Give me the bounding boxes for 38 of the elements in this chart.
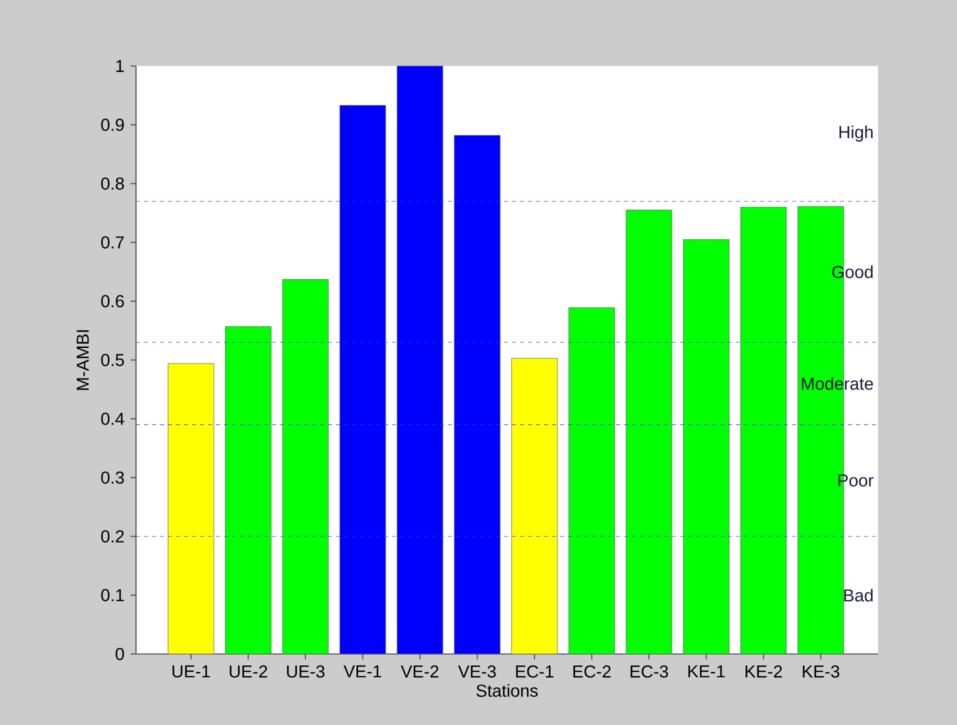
bar	[396, 66, 444, 654]
bar	[568, 307, 615, 654]
x-tick-label: EC-3	[630, 665, 668, 678]
bar	[626, 210, 672, 654]
x-tick-label: EC-1	[516, 665, 554, 678]
x-tick-label: KE-2	[746, 665, 782, 678]
y-tick-label: 0.1	[101, 589, 124, 602]
bar	[282, 279, 329, 654]
bar	[340, 105, 386, 654]
x-tick-label: KE-1	[688, 665, 725, 678]
x-tick-label: UE-3	[287, 665, 324, 678]
bar	[225, 326, 272, 654]
y-tick-label: 0.2	[101, 530, 124, 543]
x-tick-label: UE-1	[172, 665, 210, 678]
y-tick-label: 0	[116, 648, 124, 660]
y-tick-label: 0.8	[101, 177, 124, 190]
bar	[683, 239, 730, 654]
x-tick-label: VE-1	[344, 665, 382, 678]
y-axis-title: M-AMBI	[76, 330, 89, 390]
x-tick-label: VE-3	[458, 665, 496, 678]
y-tick-label: 0.3	[101, 471, 124, 484]
bar	[740, 206, 787, 654]
y-tick-label: 1	[116, 60, 124, 72]
x-tick-label: EC-2	[573, 665, 611, 678]
bar	[454, 135, 500, 654]
y-tick-label: 0.5	[101, 354, 124, 366]
bar	[511, 358, 558, 654]
x-axis-title: Stations	[476, 684, 538, 697]
annotation: High	[840, 126, 873, 142]
y-tick-label: 0.6	[101, 295, 124, 308]
bar	[168, 363, 214, 654]
x-tick-label: VE-2	[400, 665, 438, 678]
x-tick-label: UE-2	[230, 665, 268, 678]
x-tick-label: KE-3	[802, 665, 840, 678]
y-tick-label: 0.9	[101, 118, 124, 131]
annotation: Bad	[844, 588, 873, 602]
y-tick-label: 0.4	[101, 412, 124, 425]
y-tick-label: 0.7	[101, 236, 124, 249]
